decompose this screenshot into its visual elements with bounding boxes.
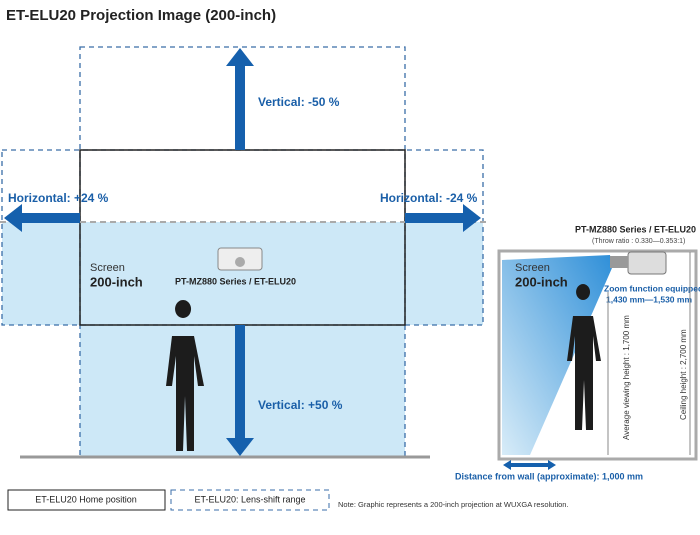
label: Zoom function equipped xyxy=(604,283,700,293)
label: Horizontal: +24 % xyxy=(8,191,109,205)
horizontal-range xyxy=(1,149,484,326)
projector-icon xyxy=(627,251,667,275)
label: (Throw ratio : 0.330—0.353:1) xyxy=(592,238,685,245)
label: Horizontal: -24 % xyxy=(380,191,478,205)
legend-box xyxy=(7,489,166,511)
label: Screen xyxy=(515,262,550,274)
label: PT-MZ880 Series / ET-ELU20 xyxy=(175,276,296,286)
legend-label: ET-ELU20: Lens-shift range xyxy=(194,494,305,504)
person xyxy=(567,284,601,430)
arrows xyxy=(4,48,481,456)
label: PT-MZ880 Series / ET-ELU20 xyxy=(575,224,696,234)
label: Screen xyxy=(90,262,125,274)
legend-box xyxy=(170,489,330,511)
note: Note: Graphic represents a 200-inch proj… xyxy=(338,500,569,509)
label: Vertical: +50 % xyxy=(258,398,343,412)
label: Ceiling height : 2,700 mm xyxy=(679,329,688,420)
lens-icon xyxy=(610,256,628,268)
label: Distance from wall (approximate): 1,000 … xyxy=(455,471,643,481)
label: 200-inch xyxy=(515,274,568,289)
lens-icon xyxy=(235,257,245,267)
title: ET-ELU20 Projection Image (200-inch) xyxy=(6,7,276,24)
person xyxy=(166,300,204,451)
label: Average viewing height : 1,700 mm xyxy=(622,315,631,440)
distance-arrow xyxy=(503,460,556,470)
room xyxy=(497,249,698,461)
label: 1,430 mm—1,530 mm xyxy=(606,294,692,304)
label: 200-inch xyxy=(90,274,143,289)
legend-label: ET-ELU20 Home position xyxy=(35,494,137,504)
beam xyxy=(502,255,612,455)
label: Vertical: -50 % xyxy=(258,95,340,109)
